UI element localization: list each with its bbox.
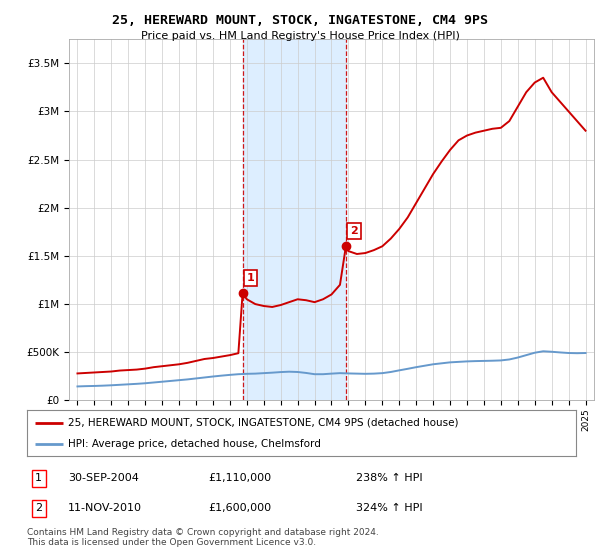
Bar: [242, 39, 346, 400]
Text: 1: 1: [35, 473, 42, 483]
Text: Price paid vs. HM Land Registry's House Price Index (HPI): Price paid vs. HM Land Registry's House …: [140, 31, 460, 41]
Text: £1,110,000: £1,110,000: [208, 473, 271, 483]
Text: 238% ↑ HPI: 238% ↑ HPI: [356, 473, 423, 483]
Text: 324% ↑ HPI: 324% ↑ HPI: [356, 503, 423, 514]
Text: 25, HEREWARD MOUNT, STOCK, INGATESTONE, CM4 9PS (detached house): 25, HEREWARD MOUNT, STOCK, INGATESTONE, …: [68, 418, 458, 428]
Text: 30-SEP-2004: 30-SEP-2004: [68, 473, 139, 483]
Text: 2: 2: [35, 503, 43, 514]
Text: 11-NOV-2010: 11-NOV-2010: [68, 503, 142, 514]
Text: £1,600,000: £1,600,000: [208, 503, 271, 514]
Text: HPI: Average price, detached house, Chelmsford: HPI: Average price, detached house, Chel…: [68, 439, 321, 449]
Text: Contains HM Land Registry data © Crown copyright and database right 2024.
This d: Contains HM Land Registry data © Crown c…: [27, 528, 379, 547]
Text: 25, HEREWARD MOUNT, STOCK, INGATESTONE, CM4 9PS: 25, HEREWARD MOUNT, STOCK, INGATESTONE, …: [112, 14, 488, 27]
Text: 1: 1: [247, 273, 254, 283]
Text: 2: 2: [350, 226, 358, 236]
